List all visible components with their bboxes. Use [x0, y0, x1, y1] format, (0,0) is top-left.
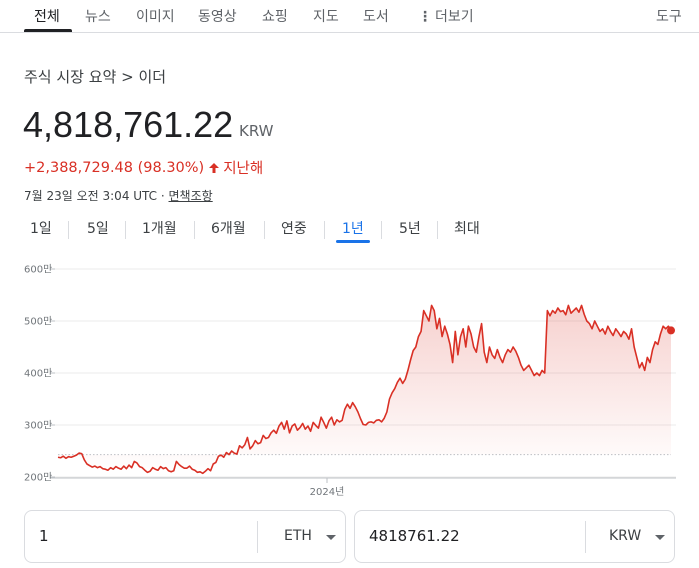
price-chart[interactable]: 600만 500만 400만 300만 200만 2024년 — [0, 256, 699, 500]
chart-y-axis: 600만 500만 400만 300만 200만 — [24, 264, 52, 484]
range-divider — [194, 221, 195, 239]
breadcrumb: 주식 시장 요약 > 이더 — [24, 68, 167, 86]
range-divider — [125, 221, 126, 239]
price-timestamp: 7월 23일 오전 3:04 UTC · 면책조항 — [24, 187, 213, 204]
range-1d[interactable]: 1일 — [30, 221, 52, 237]
range-1m[interactable]: 1개월 — [142, 221, 177, 237]
arrow-up-icon — [209, 162, 220, 173]
tab-more[interactable]: ⋮ 더보기 — [418, 6, 474, 26]
chevron-down-icon[interactable] — [326, 535, 336, 540]
range-divider — [68, 221, 69, 239]
tab-images[interactable]: 이미지 — [136, 9, 175, 25]
tab-videos[interactable]: 동영상 — [198, 9, 237, 25]
tools-button[interactable]: 도구 — [656, 9, 682, 25]
range-5d[interactable]: 5일 — [87, 221, 109, 237]
chevron-down-icon[interactable] — [655, 535, 665, 540]
price-change: +2,388,729.48 (98.30%) 지난해 — [24, 157, 263, 178]
converter-to-unit[interactable]: KRW — [609, 528, 642, 544]
y-tick-label: 500만 — [24, 316, 52, 328]
chart-gridlines — [50, 268, 676, 479]
timestamp-text: 7월 23일 오전 3:04 UTC · — [24, 189, 169, 203]
converter-divider — [585, 521, 586, 553]
range-divider — [324, 221, 325, 239]
converter-to-value[interactable]: 4818761.22 — [369, 527, 460, 545]
active-range-underline — [336, 240, 370, 243]
more-vert-icon: ⋮ — [418, 9, 432, 25]
search-tabs-bar: 전체 뉴스 이미지 동영상 쇼핑 지도 도서 ⋮ 더보기 도구 — [0, 0, 699, 33]
y-tick-label: 400만 — [24, 368, 52, 380]
x-tick-label: 2024년 — [310, 486, 345, 498]
current-price: 4,818,761.22 — [23, 104, 234, 145]
price-currency: KRW — [239, 122, 274, 140]
converter-from-unit[interactable]: ETH — [284, 528, 312, 544]
converter-from-value[interactable]: 1 — [39, 527, 49, 545]
y-tick-label: 300만 — [24, 420, 52, 432]
range-1y[interactable]: 1년 — [342, 221, 364, 237]
range-ytd[interactable]: 연중 — [281, 221, 307, 237]
range-divider — [264, 221, 265, 239]
range-6m[interactable]: 6개월 — [211, 221, 246, 237]
price-area-fill — [58, 305, 671, 474]
range-max[interactable]: 최대 — [454, 221, 480, 237]
tab-maps[interactable]: 지도 — [313, 9, 339, 25]
tab-books[interactable]: 도서 — [363, 9, 389, 25]
y-tick-label: 600만 — [24, 264, 52, 276]
price-change-period: 지난해 — [223, 161, 264, 177]
price-change-value: +2,388,729.48 (98.30%) — [24, 159, 205, 176]
tab-shopping[interactable]: 쇼핑 — [262, 9, 288, 25]
converter-from: 1 ETH — [24, 510, 346, 563]
range-5y[interactable]: 5년 — [399, 221, 421, 237]
y-tick-label: 200만 — [24, 472, 52, 484]
current-price-dot — [667, 326, 675, 335]
price-line — [57, 304, 672, 475]
converter-to: 4818761.22 KRW — [354, 510, 675, 563]
converter-divider — [257, 521, 258, 553]
tab-more-label: 더보기 — [435, 9, 474, 25]
disclaimer-link[interactable]: 면책조항 — [168, 189, 213, 203]
range-divider — [437, 221, 438, 239]
tab-all[interactable]: 전체 — [34, 9, 60, 25]
active-tab-underline — [24, 29, 72, 32]
range-divider — [381, 221, 382, 239]
tab-news[interactable]: 뉴스 — [85, 9, 111, 25]
